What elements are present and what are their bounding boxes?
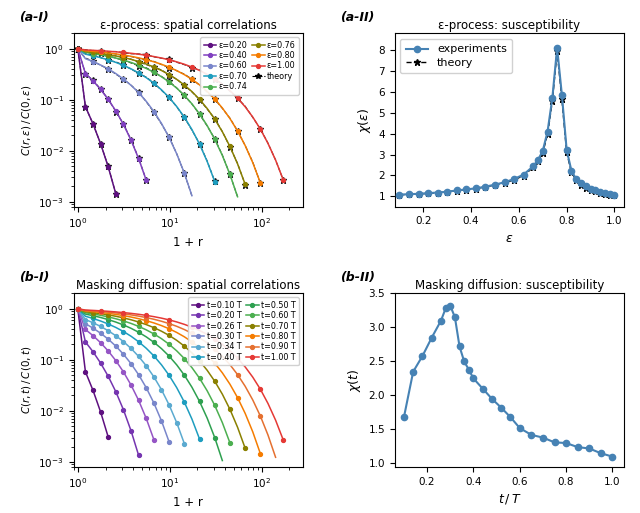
experiments [568, 168, 575, 174]
experiments [577, 180, 585, 186]
Legend: t=0.10 T, t=0.20 T, t=0.26 T, t=0.30 T, t=0.34 T, t=0.40 T, t=0.50 T, t=0.60 T, : t=0.10 T, t=0.20 T, t=0.26 T, t=0.30 T, … [188, 298, 299, 365]
theory [539, 150, 547, 156]
experiments [405, 191, 413, 198]
Y-axis label: $C(r,t)\,/\,C(0,t)$: $C(r,t)\,/\,C(0,t)$ [20, 346, 33, 415]
experiments [606, 191, 614, 197]
theory [611, 192, 618, 199]
Y-axis label: $\chi(\epsilon)$: $\chi(\epsilon)$ [356, 107, 372, 133]
experiments [582, 183, 589, 189]
experiments [510, 176, 518, 182]
X-axis label: 1 + r: 1 + r [173, 236, 204, 249]
Legend: ε=0.20, ε=0.40, ε=0.60, ε=0.70, ε=0.74, ε=0.76, ε=0.80, ε=1.00, theory: ε=0.20, ε=0.40, ε=0.60, ε=0.70, ε=0.74, … [200, 37, 299, 94]
Text: (a-II): (a-II) [340, 11, 374, 24]
theory [453, 188, 461, 194]
theory [405, 191, 413, 198]
Line: experiments: experiments [396, 45, 618, 198]
experiments [548, 95, 556, 101]
Text: (b-I): (b-I) [19, 271, 49, 284]
theory [601, 190, 609, 196]
theory [520, 172, 527, 179]
theory [472, 186, 480, 192]
theory [544, 131, 552, 137]
experiments [444, 189, 451, 195]
Text: (a-I): (a-I) [19, 11, 49, 24]
Y-axis label: $C(r,\epsilon)\,/\,C(0,\epsilon)$: $C(r,\epsilon)\,/\,C(0,\epsilon)$ [20, 84, 33, 156]
experiments [611, 191, 618, 198]
experiments [558, 92, 566, 98]
theory [553, 48, 561, 54]
experiments [434, 189, 442, 195]
theory [572, 177, 580, 183]
experiments [463, 186, 470, 192]
experiments [415, 191, 422, 197]
experiments [529, 163, 537, 169]
experiments [534, 157, 542, 163]
theory [444, 189, 451, 195]
Legend: experiments, theory: experiments, theory [400, 39, 512, 73]
Title: ε-process: susceptibility: ε-process: susceptibility [438, 19, 580, 32]
theory [500, 180, 508, 186]
theory [558, 96, 566, 102]
theory [510, 176, 518, 183]
experiments [491, 182, 499, 188]
theory [587, 187, 595, 193]
theory [582, 185, 589, 191]
Title: ε-process: spatial correlations: ε-process: spatial correlations [100, 19, 276, 32]
Title: Masking diffusion: susceptibility: Masking diffusion: susceptibility [415, 279, 604, 292]
experiments [572, 176, 580, 182]
theory [591, 188, 599, 194]
experiments [553, 45, 561, 51]
theory [606, 191, 614, 198]
X-axis label: 1 + r: 1 + r [173, 496, 204, 509]
experiments [591, 187, 599, 193]
experiments [596, 189, 604, 195]
Line: theory: theory [396, 48, 618, 199]
experiments [539, 148, 547, 154]
theory [424, 190, 432, 196]
theory [482, 184, 490, 190]
X-axis label: $t\,/\,T$: $t\,/\,T$ [497, 492, 521, 506]
theory [577, 182, 585, 188]
theory [463, 187, 470, 193]
experiments [453, 187, 461, 193]
experiments [424, 190, 432, 196]
theory [529, 164, 537, 170]
theory [415, 191, 422, 197]
experiments [520, 171, 527, 177]
experiments [544, 128, 552, 134]
Title: Masking diffusion: spatial correlations: Masking diffusion: spatial correlations [76, 279, 300, 292]
Text: (b-II): (b-II) [340, 271, 375, 284]
X-axis label: $\epsilon$: $\epsilon$ [505, 232, 513, 245]
theory [534, 158, 542, 164]
theory [548, 98, 556, 104]
experiments [601, 190, 609, 196]
theory [434, 190, 442, 196]
experiments [563, 147, 570, 153]
Y-axis label: $\chi(t)$: $\chi(t)$ [346, 368, 363, 392]
theory [491, 182, 499, 188]
experiments [472, 185, 480, 191]
experiments [396, 191, 403, 198]
theory [563, 149, 570, 155]
experiments [587, 186, 595, 192]
experiments [500, 179, 508, 185]
theory [596, 189, 604, 195]
theory [396, 192, 403, 198]
experiments [482, 184, 490, 190]
theory [568, 169, 575, 175]
